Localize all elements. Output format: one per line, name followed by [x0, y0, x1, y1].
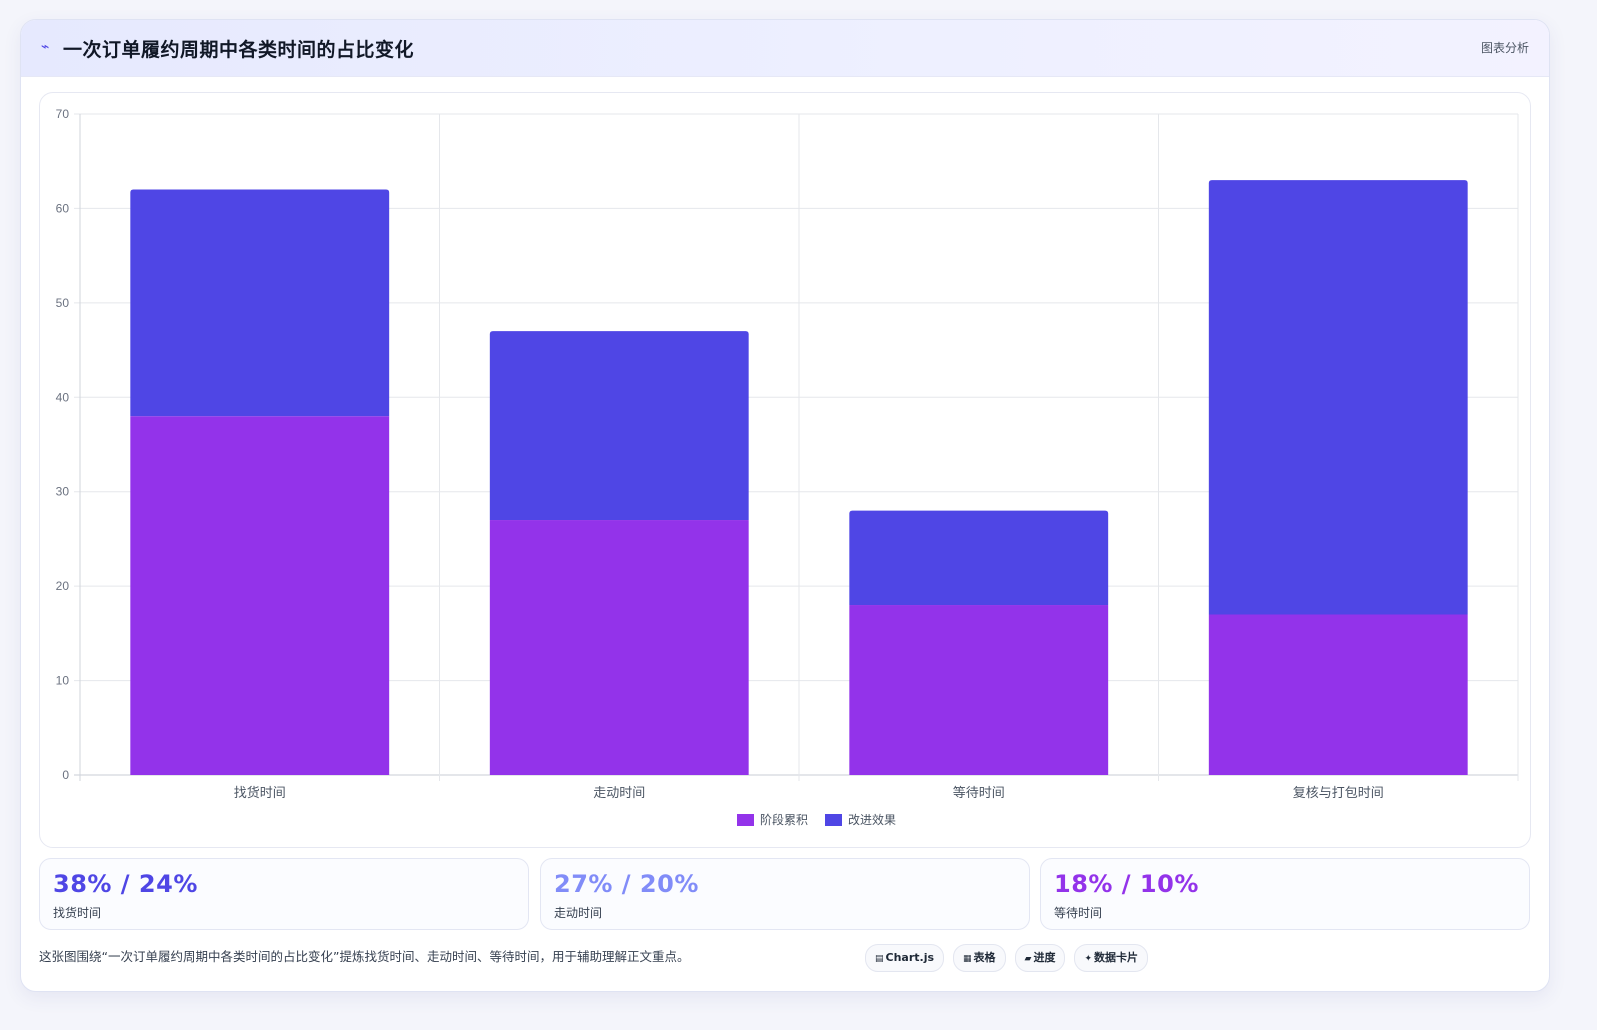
stat-label: 等待时间 — [1054, 906, 1103, 920]
chip-progress[interactable]: ▰ 进度 — [1014, 944, 1066, 972]
bar-0-1 — [489, 520, 749, 775]
bar-0-0 — [130, 416, 390, 775]
bar-0-2 — [849, 605, 1109, 775]
chip-label: 表格 — [973, 951, 996, 964]
legend-swatch-0 — [737, 814, 754, 826]
chart-icon: ▤ — [875, 954, 884, 964]
stat-card-1: 27% / 20% 走动时间 — [540, 858, 1030, 930]
chip-table[interactable]: ▦ 表格 — [953, 944, 1006, 972]
chart-card: ⌁ 一次订单履约周期中各类时间的占比变化 图表分析 0 10 20 30 40 50 60 7… — [20, 19, 1550, 992]
y-tick-label: 60 — [56, 201, 70, 215]
header-tag: 图表分析 — [1480, 41, 1529, 55]
y-tick-label: 50 — [56, 296, 70, 310]
card-header: ⌁ 一次订单履约周期中各类时间的占比变化 图表分析 — [21, 20, 1549, 77]
tag-chips: ▤ Chart.js ▦ 表格 ▰ 进度 ✦ 数据卡片 — [865, 944, 1149, 972]
stat-card-0: 38% / 24% 找货时间 — [39, 858, 529, 930]
page-title: 一次订单履约周期中各类时间的占比变化 — [63, 39, 415, 61]
bar-0-3 — [1208, 614, 1468, 775]
y-tick-label: 0 — [62, 768, 69, 782]
legend-label-0: 阶段累积 — [760, 812, 808, 827]
y-tick-label: 10 — [56, 674, 70, 688]
chip-label: 进度 — [1033, 951, 1056, 964]
stat-label: 找货时间 — [53, 906, 102, 920]
stat-value: 27% / 20% — [554, 870, 699, 898]
y-tick-label: 70 — [56, 107, 70, 121]
x-tick-label: 等待时间 — [953, 785, 1005, 801]
bar-1-3 — [1208, 180, 1468, 615]
stat-label: 走动时间 — [554, 906, 603, 920]
bar-1-2 — [849, 510, 1109, 606]
chart-line-icon: ⌁ — [41, 39, 50, 55]
x-tick-label: 复核与打包时间 — [1293, 786, 1384, 801]
chip-data-card[interactable]: ✦ 数据卡片 — [1074, 944, 1149, 972]
chip-chartjs[interactable]: ▤ Chart.js — [865, 944, 945, 972]
bar-1-1 — [489, 331, 749, 521]
x-tick-label: 走动时间 — [593, 786, 645, 801]
y-tick-label: 30 — [56, 485, 70, 499]
chip-label: Chart.js — [885, 951, 935, 964]
bar-1-0 — [130, 189, 390, 417]
table-icon: ▦ — [963, 954, 972, 964]
chart-caption: 这张图围绕“一次订单履约周期中各类时间的占比变化”提炼找货时间、走动时间、等待时… — [39, 949, 690, 964]
stat-card-2: 18% / 10% 等待时间 — [1040, 858, 1530, 930]
y-tick-label: 40 — [56, 390, 70, 404]
stat-value: 18% / 10% — [1054, 870, 1199, 898]
chart-panel: 0 10 20 30 40 50 60 70 找货时间 走动时间 等待时间 复核与打包时间阶段累积 改进… — [39, 92, 1531, 848]
sparkle-icon: ✦ — [1084, 954, 1093, 964]
y-tick-label: 20 — [56, 579, 70, 593]
x-tick-label: 找货时间 — [234, 785, 286, 801]
legend-label-1: 改进效果 — [848, 812, 896, 827]
chip-label: 数据卡片 — [1094, 951, 1139, 964]
stat-value: 38% / 24% — [53, 870, 198, 898]
progress-icon: ▰ — [1024, 954, 1032, 964]
legend-swatch-1 — [825, 814, 842, 826]
